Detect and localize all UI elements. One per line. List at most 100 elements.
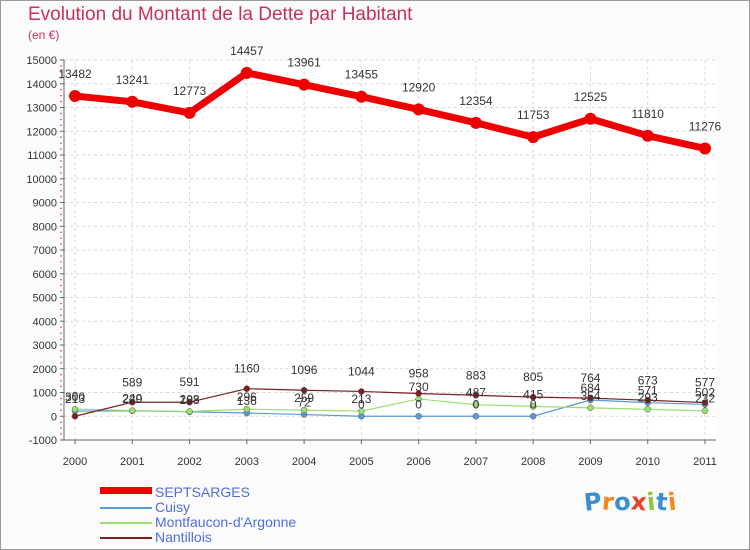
data-point [701,399,709,406]
y-minor-tick [60,88,62,91]
y-tick-label: 10000 [26,174,57,186]
y-tick-label: 13000 [26,103,57,115]
proxiti-logo: Proxiti [583,487,679,517]
data-label: 188 [180,393,200,407]
y-minor-tick [60,373,62,376]
data-point [71,405,79,413]
data-point [126,95,139,108]
y-minor-tick [60,183,62,186]
data-label: 0 [415,397,422,411]
data-label: 730 [409,380,429,394]
data-label: 259 [294,391,314,405]
data-label: 1096 [291,363,318,377]
logo-letter: i [666,487,679,517]
data-point [183,106,196,119]
y-minor-tick [60,284,62,287]
y-minor-tick [60,261,62,263]
legend-swatch-montfaucon [100,522,152,524]
x-tick-label: 2007 [464,456,488,468]
data-point [69,90,81,103]
data-label: 13961 [287,56,321,70]
y-minor-tick [60,189,62,192]
y-minor-tick [60,421,62,423]
x-tick-label: 2006 [406,456,430,468]
data-point [412,103,425,116]
data-label: 589 [122,375,142,389]
data-point [415,390,422,397]
data-point [469,116,482,129]
data-label: 213 [351,392,371,406]
y-tick-label: 6000 [33,269,57,281]
data-point [300,406,308,414]
y-tick-label: -1000 [29,435,57,447]
series-line-3 [74,388,706,417]
data-label: 12920 [402,80,436,94]
data-label: 502 [695,385,715,399]
data-point [587,394,594,402]
y-minor-tick [60,118,62,121]
y-minor-tick [60,124,62,127]
x-tick-label: 2001 [120,456,144,468]
data-label: 14457 [230,44,264,58]
y-minor-tick [60,237,62,239]
data-label: 577 [695,376,715,390]
data-label: 805 [523,370,543,384]
data-label: 415 [523,387,543,401]
data-label: 1044 [348,364,375,378]
data-point [644,406,651,413]
legend-swatch-cuisy [100,507,152,509]
y-minor-tick [60,195,62,198]
series-line-0 [71,69,709,152]
data-label: 12354 [459,94,493,108]
data-label: 883 [466,368,486,382]
data-label: 0 [358,397,365,411]
y-minor-tick [60,142,62,144]
data-point [129,407,136,414]
data-point [699,142,711,155]
y-minor-tick [60,213,62,216]
y-minor-tick [60,172,62,174]
data-point [529,403,537,410]
data-label: 487 [466,386,486,400]
data-point [358,407,365,415]
data-point [701,407,709,414]
y-tick-label: 14000 [26,79,57,91]
y-tick-label: 1000 [33,388,57,400]
series-line-2 [74,398,706,413]
x-tick-label: 2005 [349,456,373,468]
data-label: 11810 [631,107,664,121]
legend-swatch-nantillois [100,537,152,539]
legend-label-septsarges: SEPTSARGES [155,484,250,500]
data-point [243,405,251,413]
legend-label-nantillois: Nantillois [155,529,212,545]
y-tick-label: 11000 [27,150,57,162]
x-tick-label: 2002 [177,456,201,468]
data-label: 11753 [517,108,550,122]
data-label: 12525 [574,90,608,104]
data-point [240,66,253,79]
y-minor-tick [60,379,62,382]
y-minor-tick [60,136,62,138]
data-label: 13482 [58,67,92,81]
data-label: 591 [180,375,200,389]
y-minor-tick [60,385,62,388]
y-minor-tick [60,433,62,435]
data-label: 229 [122,392,142,406]
y-minor-tick [60,219,62,222]
data-label: 0 [530,397,537,411]
data-label: 203 [180,392,200,406]
y-tick-label: 8000 [33,221,57,233]
data-label: 684 [580,381,600,395]
x-tick-label: 2004 [292,456,316,468]
y-minor-tick [60,231,62,233]
data-label: 0 [473,397,480,411]
y-minor-tick [60,77,62,79]
data-label: 571 [638,384,658,398]
data-point [243,385,251,392]
data-point [527,131,540,144]
x-tick-label: 2010 [635,456,659,468]
y-tick-label: 0 [51,411,57,423]
data-point [415,413,422,420]
y-tick-label: 15000 [26,55,57,67]
y-minor-tick [60,71,62,73]
